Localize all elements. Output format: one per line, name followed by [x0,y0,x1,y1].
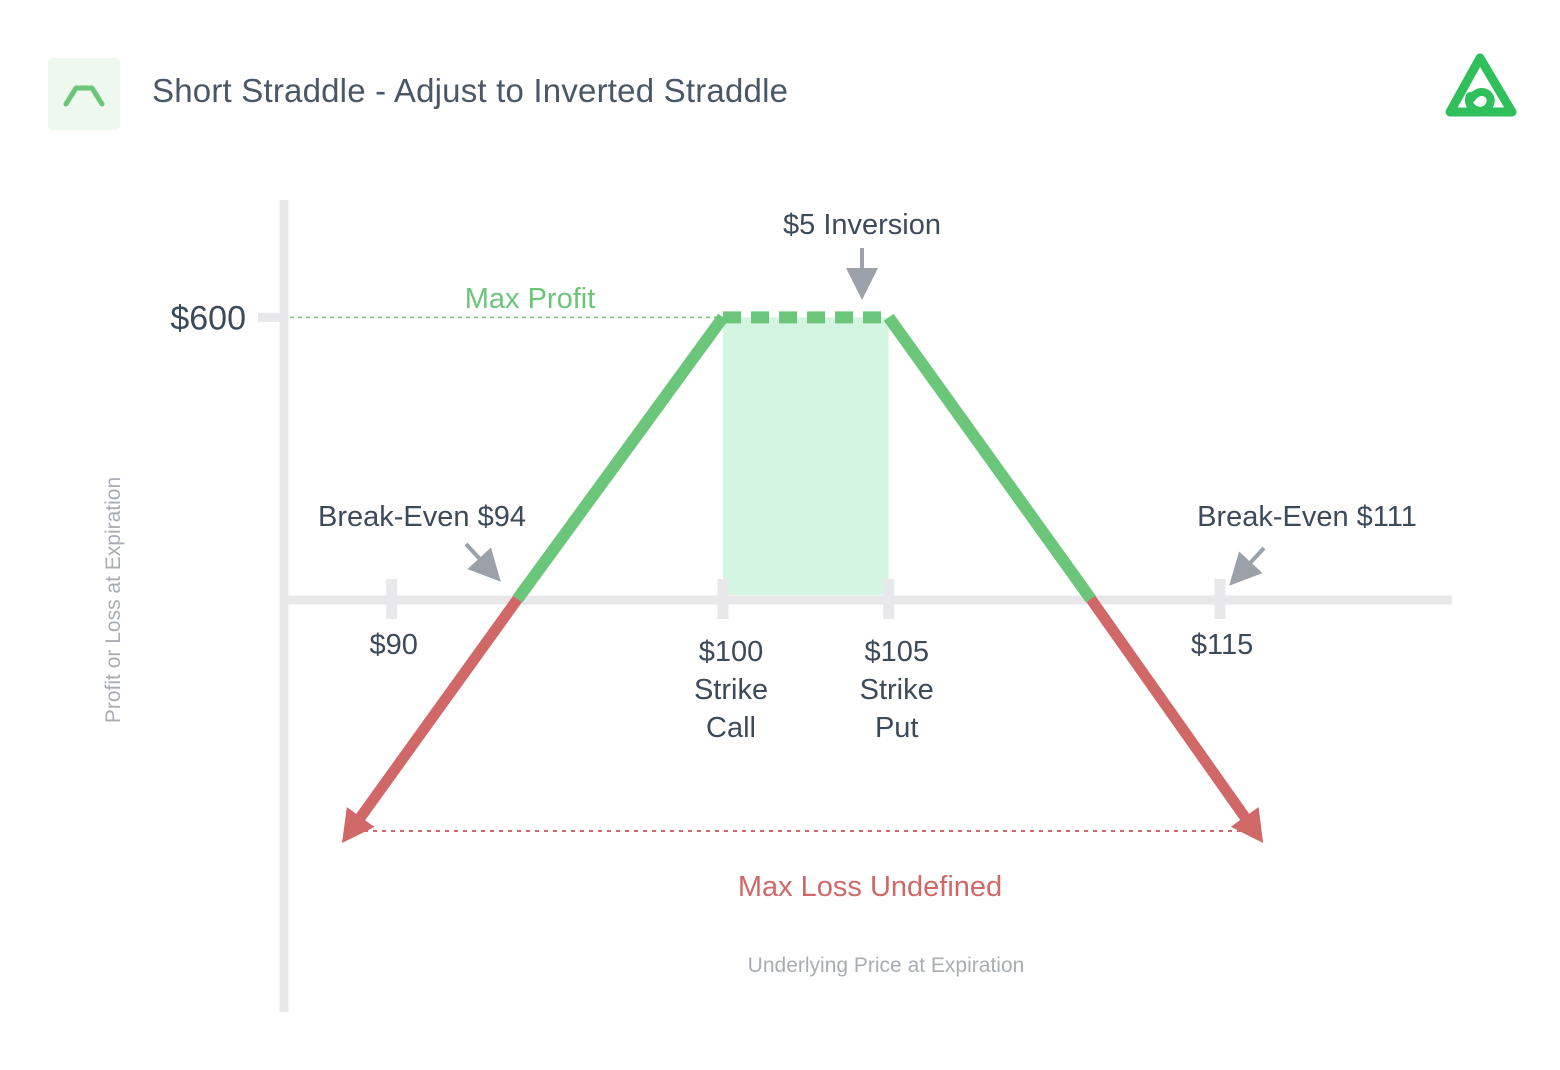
y-tick-label-600: $600 [170,299,246,337]
x-tick-label-100-line2: Call [706,712,756,744]
x-tick-label-90: $90 [369,629,417,661]
x-tick-label-105-line1: Strike [860,674,934,706]
green-triangle-loop-logo [1445,53,1517,117]
loss-arrowhead-left [341,807,375,844]
x-tick-label-105-line2: Put [875,712,919,744]
loss-line-right [1086,595,1252,824]
break-even-low-label: Break-Even $94 [318,501,526,533]
loss-arrowhead-right [1230,807,1264,844]
x-axis-label: Underlying Price at Expiration [748,954,1025,977]
x-tick-label-100-line1: Strike [694,674,768,706]
x-tick-label-115: $115 [1191,629,1253,661]
brand-logo [1440,52,1520,124]
break-even-low-arrow [464,542,501,582]
x-tick-label-100: $100 [699,636,764,668]
trapezoid-payoff-icon [63,85,105,107]
y-axis-label: Profit or Loss at Expiration [102,477,125,723]
profit-line [512,313,728,603]
x-tick-label-105: $105 [864,636,929,668]
break-even-high-label: Break-Even $111 [1197,501,1417,533]
page-title: Short Straddle - Adjust to Inverted Stra… [152,72,789,109]
loss-line-left [353,595,523,824]
inversion-label: $5 Inversion [783,209,941,241]
inversion-region [723,317,889,595]
max-loss-label: Max Loss Undefined [738,871,1002,903]
strategy-icon-box [48,58,120,130]
profit-line-right [883,313,1096,603]
max-profit-label: Max Profit [465,283,596,315]
break-even-high-arrow [1229,546,1266,586]
